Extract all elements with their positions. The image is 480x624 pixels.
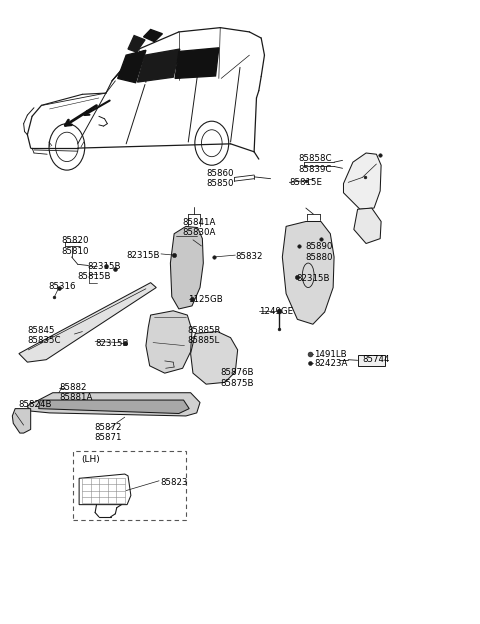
Polygon shape [27, 392, 200, 416]
Text: 1125GB: 1125GB [188, 295, 223, 305]
Polygon shape [282, 222, 334, 324]
Text: 85815B: 85815B [78, 272, 111, 281]
Text: 82315B: 82315B [95, 339, 129, 348]
Text: 85858C
85839C: 85858C 85839C [298, 154, 332, 173]
Text: 85845
85835C: 85845 85835C [27, 326, 61, 345]
Polygon shape [144, 29, 162, 42]
Text: 82423A: 82423A [314, 359, 348, 369]
Text: 85832: 85832 [235, 253, 263, 261]
Polygon shape [12, 409, 31, 433]
Polygon shape [128, 36, 145, 52]
Text: 85823: 85823 [160, 477, 188, 487]
Text: 85872
85871: 85872 85871 [94, 423, 121, 442]
FancyBboxPatch shape [73, 451, 186, 520]
Polygon shape [191, 331, 238, 384]
Text: 85316: 85316 [48, 282, 75, 291]
Text: 85820
85810: 85820 85810 [61, 236, 89, 256]
Text: 82315B: 82315B [127, 251, 160, 260]
Text: 85815E: 85815E [289, 178, 323, 187]
Polygon shape [170, 227, 204, 309]
Text: 82315B: 82315B [87, 262, 120, 271]
Text: 82315B: 82315B [297, 274, 330, 283]
Text: (LH): (LH) [81, 456, 100, 464]
Polygon shape [137, 49, 180, 82]
Polygon shape [146, 311, 192, 373]
Text: 85824B: 85824B [18, 401, 51, 409]
Text: 1249GE: 1249GE [259, 308, 293, 316]
Text: 1491LB: 1491LB [314, 350, 347, 359]
Text: 85882
85881A: 85882 85881A [59, 383, 92, 402]
Polygon shape [118, 51, 146, 83]
Polygon shape [175, 48, 219, 79]
Text: 85860
85850: 85860 85850 [207, 169, 234, 188]
Text: 85744: 85744 [362, 355, 390, 364]
Polygon shape [354, 208, 381, 243]
Polygon shape [19, 283, 156, 362]
Text: 85876B
85875B: 85876B 85875B [220, 368, 254, 388]
Text: 85885R
85885L: 85885R 85885L [187, 326, 221, 345]
FancyBboxPatch shape [358, 355, 385, 366]
Text: 85841A
85830A: 85841A 85830A [182, 218, 216, 237]
Text: 85890
85880: 85890 85880 [306, 242, 333, 262]
Polygon shape [344, 153, 381, 209]
Polygon shape [39, 400, 189, 414]
